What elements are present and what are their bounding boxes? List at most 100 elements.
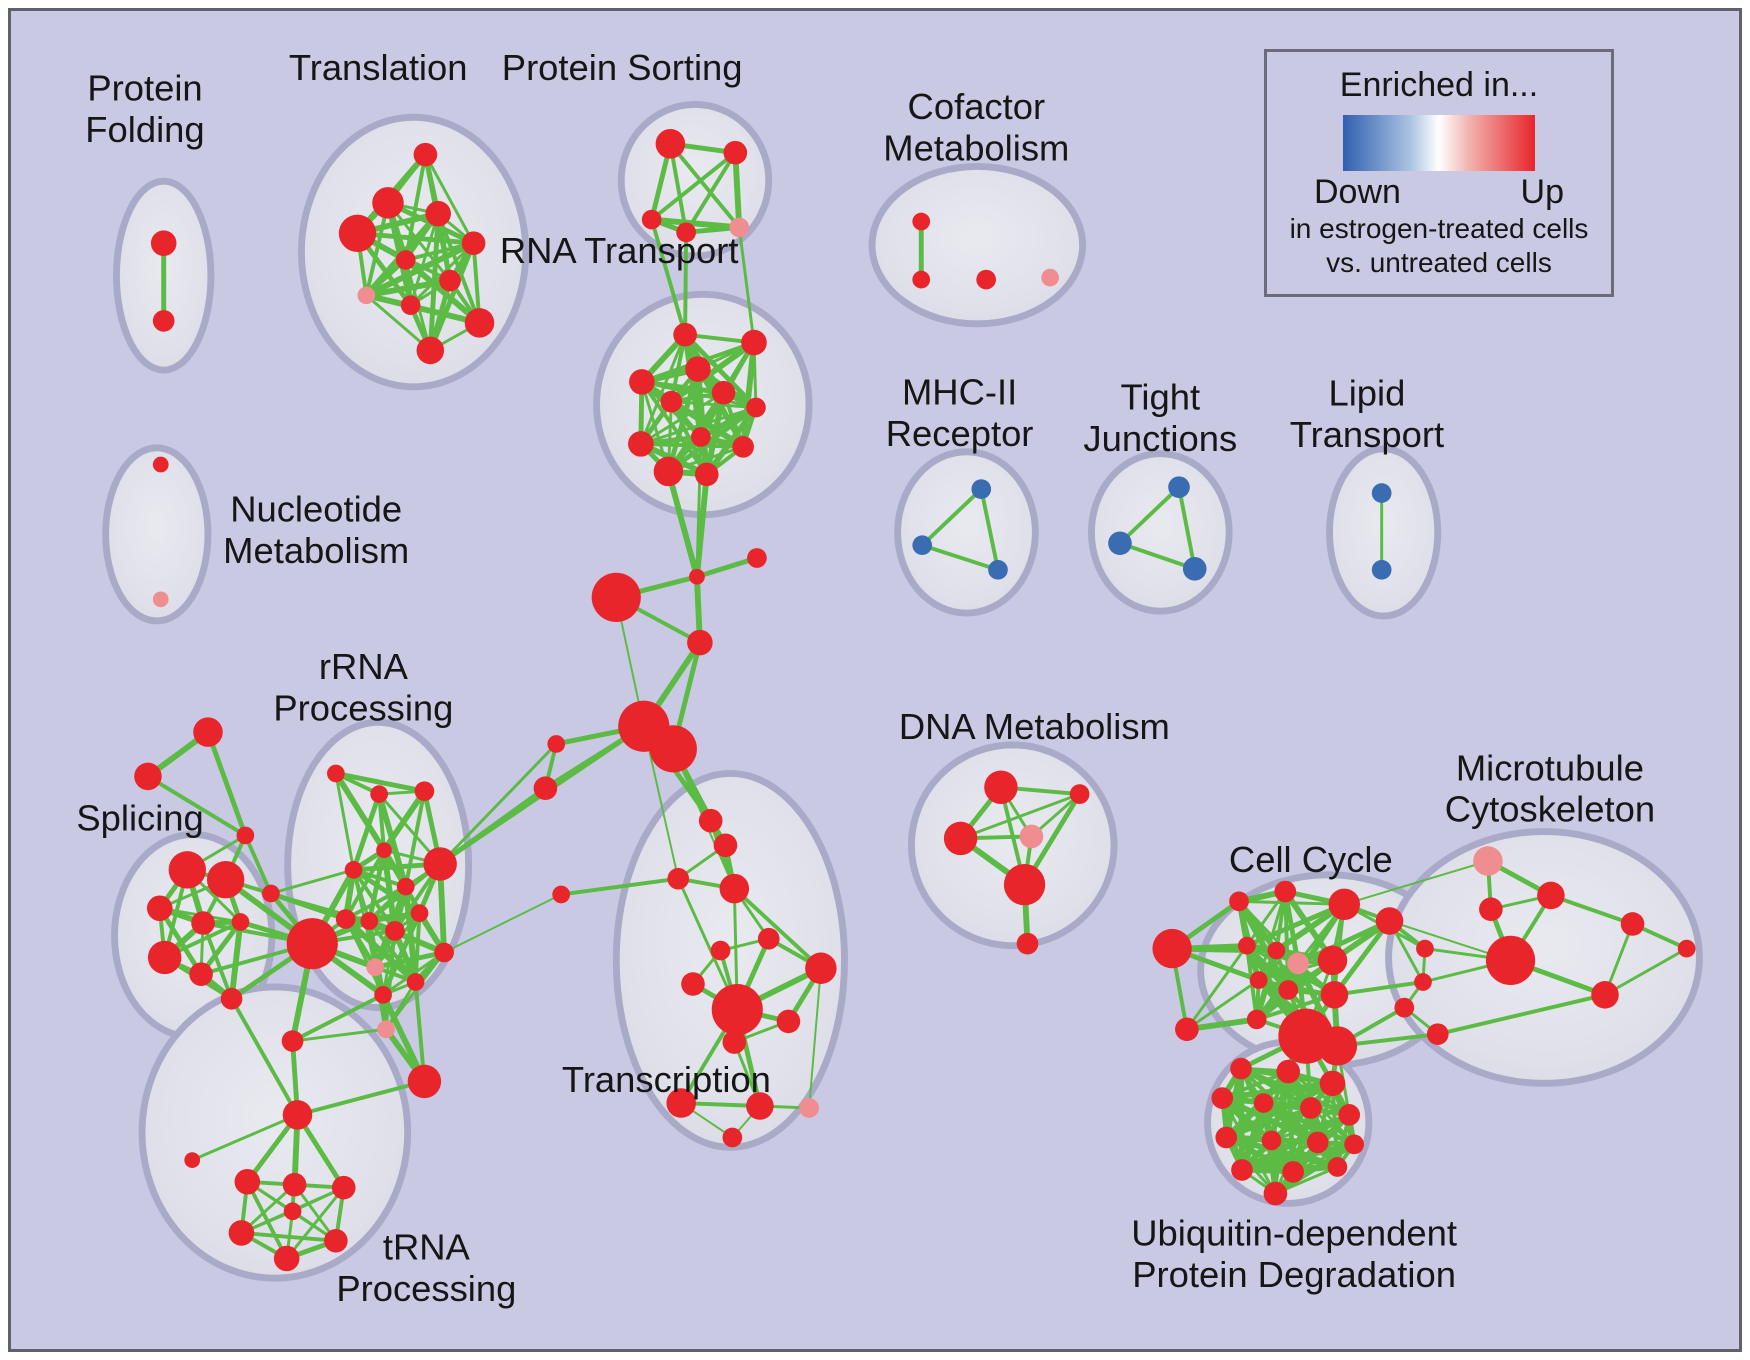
gene-set-node-cofactor-metabolism[interactable] [912, 212, 931, 231]
gene-set-node-transcription[interactable] [698, 808, 723, 833]
gene-set-node-ubiquitin-degradation[interactable] [1306, 1131, 1329, 1154]
gene-set-node-protein-sorting[interactable] [655, 129, 686, 159]
gene-set-node-rna-transport[interactable] [732, 436, 754, 458]
gene-set-node-splicing[interactable] [189, 962, 213, 986]
gene-set-node-cell-cycle[interactable] [1287, 952, 1309, 975]
gene-set-node-dna-metabolism[interactable] [1003, 863, 1046, 906]
gene-set-node-ubiquitin-degradation[interactable] [1319, 1070, 1346, 1097]
gene-set-node-transcription[interactable] [719, 873, 750, 904]
gene-set-node-central-hub[interactable] [747, 548, 767, 568]
gene-set-node-central-hub[interactable] [533, 776, 558, 801]
gene-set-node-splicing-triangle[interactable] [236, 826, 255, 845]
gene-set-node-cell-cycle[interactable] [1328, 888, 1361, 921]
gene-set-node-transcription[interactable] [805, 952, 837, 985]
gene-set-node-microtubule-cytoskeleton[interactable] [1620, 912, 1645, 936]
gene-set-node-splicing[interactable] [146, 895, 173, 922]
gene-set-node-protein-sorting[interactable] [641, 209, 662, 230]
gene-set-node-transcription[interactable] [711, 984, 763, 1036]
gene-set-node-cofactor-metabolism[interactable] [1041, 268, 1059, 287]
gene-set-node-transcription[interactable] [713, 833, 738, 858]
gene-set-node-ubiquitin-degradation[interactable] [1282, 1161, 1304, 1183]
gene-set-node-ubiquitin-degradation[interactable] [1211, 1087, 1234, 1109]
gene-set-node-rrna-processing[interactable] [281, 1030, 304, 1052]
gene-set-node-central-hub[interactable] [649, 725, 697, 773]
gene-set-node-cell-cycle[interactable] [1375, 907, 1404, 935]
gene-set-node-transcription[interactable] [722, 1030, 747, 1054]
gene-set-node-ubiquitin-degradation[interactable] [1276, 1059, 1301, 1084]
gene-set-node-trna-processing[interactable] [282, 1172, 307, 1197]
gene-set-node-ubiquitin-degradation[interactable] [1261, 1130, 1282, 1151]
gene-set-node-central-hub[interactable] [687, 629, 713, 656]
gene-set-node-rrna-processing[interactable] [366, 958, 385, 977]
gene-set-node-central-hub[interactable] [547, 735, 566, 753]
gene-set-node-ubiquitin-degradation[interactable] [1300, 1097, 1322, 1119]
gene-set-node-rna-transport[interactable] [691, 427, 711, 447]
gene-set-node-cell-cycle[interactable] [1320, 981, 1349, 1009]
gene-set-node-dna-metabolism[interactable] [943, 821, 978, 856]
gene-set-node-tight-junctions[interactable] [1168, 476, 1190, 498]
gene-set-node-cell-cycle[interactable] [1175, 1017, 1199, 1042]
gene-set-node-rrna-processing[interactable] [385, 921, 405, 941]
gene-set-node-transcription[interactable] [757, 927, 780, 950]
gene-set-node-transcription[interactable] [710, 940, 731, 961]
gene-set-node-protein-sorting[interactable] [676, 222, 696, 243]
gene-set-node-ubiquitin-degradation[interactable] [1263, 1181, 1288, 1206]
gene-set-node-rna-transport[interactable] [685, 356, 711, 382]
gene-set-node-trna-processing[interactable] [283, 1202, 302, 1221]
gene-set-node-splicing[interactable] [220, 987, 243, 1010]
gene-set-node-trna-processing[interactable] [324, 1228, 348, 1253]
gene-set-node-rrna-processing[interactable] [286, 918, 338, 970]
gene-set-node-dna-metabolism[interactable] [1019, 824, 1044, 849]
gene-set-node-rrna-processing[interactable] [414, 781, 435, 802]
gene-set-node-microtubule-cytoskeleton[interactable] [1414, 973, 1432, 991]
gene-set-node-trna-processing[interactable] [228, 1220, 255, 1246]
gene-set-node-splicing-triangle[interactable] [193, 717, 223, 747]
gene-set-node-transcription[interactable] [722, 1127, 743, 1148]
gene-set-node-translation[interactable] [357, 286, 376, 305]
gene-set-node-translation[interactable] [372, 187, 404, 219]
gene-set-node-mhc-ii-receptor[interactable] [988, 559, 1008, 580]
gene-set-node-microtubule-cytoskeleton[interactable] [1537, 881, 1565, 910]
gene-set-node-translation[interactable] [400, 295, 421, 316]
gene-set-node-translation[interactable] [338, 214, 377, 253]
gene-set-node-central-hub[interactable] [689, 568, 705, 585]
gene-set-node-tight-junctions[interactable] [1182, 557, 1207, 581]
gene-set-node-rna-transport[interactable] [629, 369, 655, 395]
gene-set-node-cell-cycle[interactable] [1267, 941, 1286, 960]
gene-set-node-rna-transport[interactable] [694, 462, 719, 487]
gene-set-node-rna-transport[interactable] [653, 456, 684, 487]
gene-set-node-rrna-processing[interactable] [327, 764, 345, 783]
gene-set-node-splicing-triangle[interactable] [134, 762, 162, 791]
gene-set-node-cofactor-metabolism[interactable] [976, 269, 997, 290]
gene-set-node-transcription[interactable] [776, 1009, 801, 1034]
gene-set-node-ubiquitin-degradation[interactable] [1231, 1159, 1253, 1181]
gene-set-node-cell-cycle[interactable] [1238, 936, 1256, 955]
gene-set-node-transcription[interactable] [666, 1088, 696, 1118]
gene-set-node-dna-metabolism[interactable] [1016, 932, 1039, 955]
gene-set-node-cell-cycle[interactable] [1317, 945, 1348, 976]
gene-set-node-nucleotide-metabolism[interactable] [152, 456, 169, 473]
gene-set-node-translation[interactable] [413, 142, 438, 167]
gene-set-node-trna-processing[interactable] [282, 1100, 313, 1130]
gene-set-node-transcription[interactable] [799, 1098, 819, 1118]
gene-set-node-nucleotide-metabolism[interactable] [152, 591, 169, 608]
gene-set-node-mhc-ii-receptor[interactable] [912, 535, 933, 556]
gene-set-node-rrna-processing[interactable] [374, 985, 392, 1004]
gene-set-node-microtubule-cytoskeleton[interactable] [1677, 939, 1696, 958]
gene-set-node-rrna-processing[interactable] [396, 877, 415, 896]
gene-set-node-rrna-processing[interactable] [423, 847, 457, 881]
gene-set-node-protein-folding[interactable] [152, 310, 175, 332]
gene-set-node-splicing[interactable] [231, 913, 250, 931]
gene-set-node-rrna-processing[interactable] [344, 861, 363, 879]
gene-set-node-microtubule-cytoskeleton[interactable] [1591, 981, 1619, 1009]
gene-set-node-central-hub[interactable] [552, 885, 571, 904]
gene-set-node-cofactor-metabolism[interactable] [912, 270, 931, 289]
gene-set-node-rrna-processing[interactable] [262, 884, 280, 903]
gene-set-node-lipid-transport[interactable] [1371, 559, 1392, 580]
gene-set-node-trna-processing[interactable] [331, 1175, 356, 1200]
gene-set-node-rrna-processing[interactable] [370, 785, 389, 803]
gene-set-node-ubiquitin-degradation[interactable] [1344, 1134, 1364, 1155]
gene-set-node-rrna-processing[interactable] [335, 909, 356, 929]
gene-set-node-transcription[interactable] [746, 1092, 774, 1120]
gene-set-node-transcription[interactable] [667, 867, 690, 890]
